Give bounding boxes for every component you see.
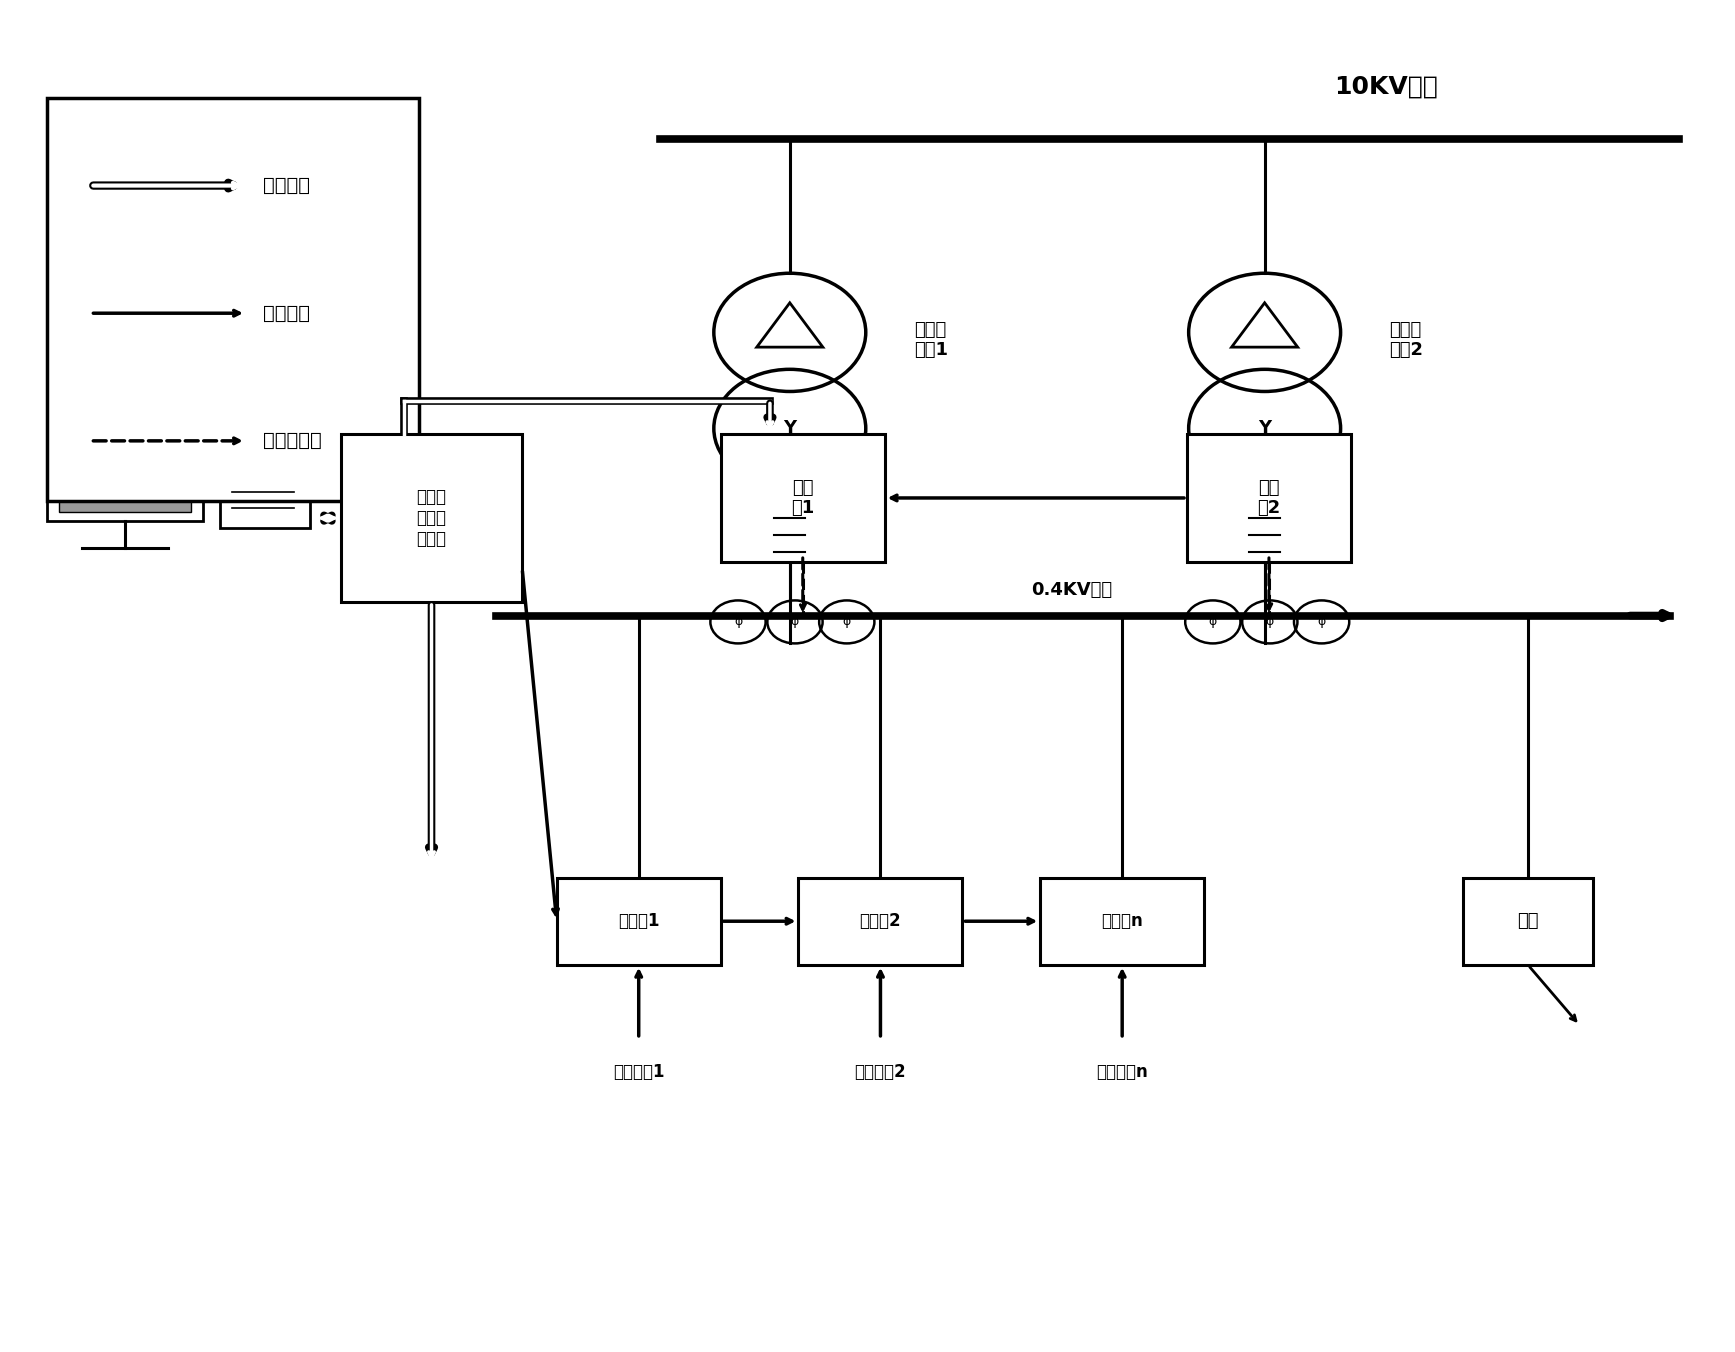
Text: φ: φ <box>1317 615 1326 629</box>
Text: φ: φ <box>843 615 850 629</box>
Text: 配电变
压器2: 配电变 压器2 <box>1390 320 1423 360</box>
FancyBboxPatch shape <box>720 434 885 562</box>
FancyBboxPatch shape <box>1463 877 1593 965</box>
Text: 10KV公网: 10KV公网 <box>1334 74 1437 99</box>
FancyBboxPatch shape <box>47 99 418 502</box>
Text: φ: φ <box>1209 615 1216 629</box>
Text: φ: φ <box>1267 615 1273 629</box>
FancyBboxPatch shape <box>1041 877 1204 965</box>
FancyBboxPatch shape <box>1187 434 1352 562</box>
Text: φ: φ <box>734 615 743 629</box>
FancyBboxPatch shape <box>340 434 522 602</box>
Text: 逆变器1: 逆变器1 <box>618 913 659 930</box>
Text: Y: Y <box>1258 419 1272 438</box>
Circle shape <box>243 458 267 477</box>
FancyBboxPatch shape <box>557 877 720 965</box>
Text: 光伏电源n: 光伏电源n <box>1097 1063 1149 1082</box>
Text: Y: Y <box>782 419 796 438</box>
Text: 信号传输: 信号传输 <box>264 176 311 195</box>
Text: 光伏电源2: 光伏电源2 <box>855 1063 906 1082</box>
FancyBboxPatch shape <box>1247 510 1282 560</box>
Text: 逆变器2: 逆变器2 <box>859 913 900 930</box>
Text: 光伏逆
功率监
控装置: 光伏逆 功率监 控装置 <box>416 488 446 548</box>
Text: 测量
点2: 测量 点2 <box>1258 479 1280 518</box>
Text: 逆功率传输: 逆功率传输 <box>264 431 323 450</box>
Text: 测量
点1: 测量 点1 <box>791 479 814 518</box>
Text: 0.4KV母线: 0.4KV母线 <box>1032 581 1112 599</box>
FancyBboxPatch shape <box>772 510 807 560</box>
Text: 光伏电源1: 光伏电源1 <box>612 1063 665 1082</box>
Text: φ: φ <box>791 615 800 629</box>
FancyBboxPatch shape <box>798 877 963 965</box>
FancyBboxPatch shape <box>220 407 311 529</box>
FancyBboxPatch shape <box>59 423 191 512</box>
Text: 配电变
压器1: 配电变 压器1 <box>914 320 947 360</box>
FancyBboxPatch shape <box>47 414 203 522</box>
Text: 逆变器n: 逆变器n <box>1102 913 1143 930</box>
Text: 电能传输: 电能传输 <box>264 304 311 323</box>
Text: 负载: 负载 <box>1516 913 1539 930</box>
